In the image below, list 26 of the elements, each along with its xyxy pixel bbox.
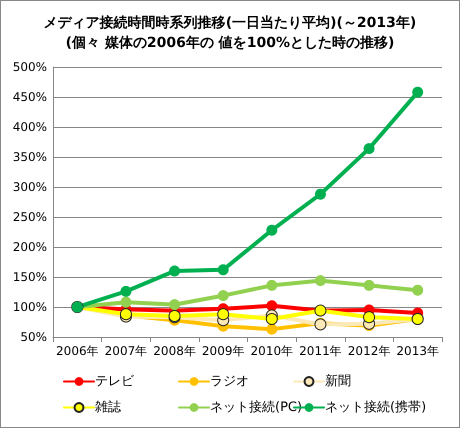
x-tick-label: 2006年 [56,344,99,358]
y-tick-label: 200% [12,240,47,254]
legend-label: ネット接続(携帯) [325,400,426,415]
x-tick-label: 2011年 [299,344,342,358]
y-tick-label: 250% [12,210,47,224]
y-tick-label: 150% [12,270,47,284]
x-tick-label: 2007年 [104,344,148,358]
x-tick-label: 2012年 [348,344,390,358]
x-tick-label: 2008年 [153,344,196,358]
legend-label: 新聞 [325,374,351,389]
x-tick-label: 2010年 [250,344,294,358]
y-tick-label: 350% [12,150,47,164]
legend-label: ネット接続(PC) [210,400,302,415]
y-tick-label: 450% [12,90,47,104]
y-tick-label: 100% [12,300,47,314]
y-tick-label: 400% [12,120,47,134]
x-tick-label: 2013年 [396,344,439,358]
chart-title: メディア接続時間時系列推移(一日当たり平均)(～2013年) [44,14,416,31]
chart-subtitle: (個々 媒体の2006年の 値を100%とした時の推移) [66,35,394,51]
legend-label: 雑誌 [95,400,121,415]
legend-label: ラジオ [210,374,249,389]
y-tick-label: 500% [12,60,47,74]
y-tick-label: 50% [20,330,47,344]
x-tick-label: 2009年 [202,344,244,358]
y-tick-label: 300% [12,180,47,194]
legend-label: テレビ [95,374,135,389]
